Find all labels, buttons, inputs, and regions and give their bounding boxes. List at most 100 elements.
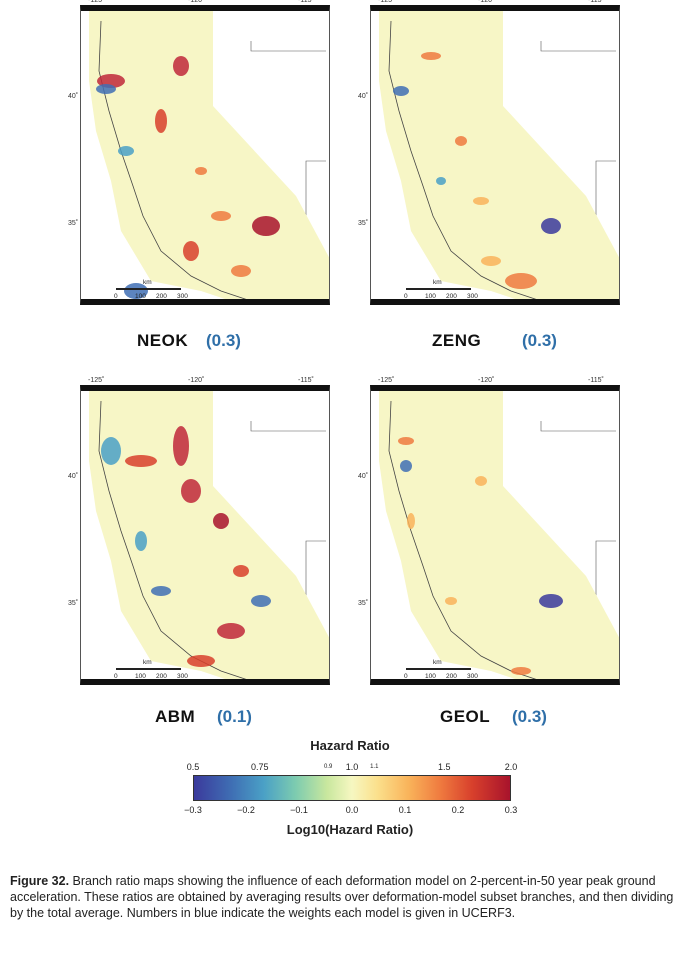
hazard-anomaly bbox=[398, 437, 414, 445]
scale-value: 200 bbox=[446, 293, 457, 300]
map-panel-geol: km 0 100 200 300 bbox=[370, 385, 620, 685]
california-map bbox=[379, 11, 619, 299]
hazard-anomaly bbox=[541, 218, 561, 234]
longitude-tick: -125˚ bbox=[378, 377, 395, 384]
colorbar-bottom-tick: −0.1 bbox=[290, 805, 308, 815]
latitude-tick: 40˚ bbox=[68, 93, 79, 100]
map-panel-neok: km 0 100 200 300 bbox=[80, 5, 330, 305]
longitude-tick: -115˚ bbox=[298, 0, 314, 4]
hazard-anomaly bbox=[455, 136, 467, 146]
colorbar-bottom-tick: 0.3 bbox=[504, 805, 518, 815]
california-map bbox=[89, 391, 329, 679]
hazard-anomaly bbox=[407, 513, 415, 529]
scale-unit: km bbox=[143, 659, 152, 666]
hazard-anomaly bbox=[481, 256, 501, 266]
hazard-anomaly bbox=[539, 594, 563, 608]
latitude-tick: 35˚ bbox=[68, 220, 79, 227]
hazard-anomaly bbox=[393, 86, 409, 96]
map-panel-abm: km 0 100 200 300 bbox=[80, 385, 330, 685]
latitude-tick: 40˚ bbox=[68, 473, 79, 480]
hazard-anomaly bbox=[473, 197, 489, 205]
longitude-tick: -125˚ bbox=[88, 0, 105, 4]
hazard-anomaly bbox=[96, 84, 116, 94]
panel-model-weight: (0.3) bbox=[522, 331, 557, 350]
legend-title: Hazard Ratio bbox=[310, 738, 390, 753]
scale-value: 0 bbox=[404, 673, 408, 680]
hazard-anomaly bbox=[151, 586, 171, 596]
scale-value: 300 bbox=[467, 673, 478, 680]
latitude-tick: 35˚ bbox=[68, 600, 79, 607]
colorbar-top-tick: 2.0 bbox=[504, 762, 518, 772]
caption-text: Branch ratio maps showing the influence … bbox=[10, 874, 674, 920]
california-map bbox=[89, 11, 329, 299]
hazard-anomaly bbox=[155, 109, 167, 133]
hazard-region bbox=[89, 11, 329, 299]
scale-unit: km bbox=[433, 659, 442, 666]
scale-unit: km bbox=[433, 279, 442, 286]
scale-value: 200 bbox=[156, 293, 167, 300]
colorbar-bottom-tick: 0.0 bbox=[345, 805, 359, 815]
hazard-anomaly bbox=[252, 216, 280, 236]
latitude-tick: 40˚ bbox=[358, 473, 369, 480]
hazard-anomaly bbox=[135, 531, 147, 551]
hazard-anomaly bbox=[118, 146, 134, 156]
panel-model-name: GEOL bbox=[440, 707, 491, 726]
hazard-anomaly bbox=[173, 56, 189, 76]
scale-value: 300 bbox=[177, 673, 188, 680]
longitude-tick: -125˚ bbox=[88, 377, 105, 384]
panel-model-weight: (0.3) bbox=[206, 331, 241, 350]
scale-value: 100 bbox=[425, 673, 436, 680]
figure-label: Figure 32. bbox=[10, 874, 70, 888]
hazard-anomaly bbox=[505, 273, 537, 289]
panel-model-name: ABM bbox=[155, 707, 196, 726]
hazard-ratio-colorbar bbox=[193, 775, 511, 801]
hazard-anomaly bbox=[251, 595, 271, 607]
scale-value: 0 bbox=[114, 673, 118, 680]
hazard-anomaly bbox=[187, 655, 215, 667]
hazard-anomaly bbox=[421, 52, 441, 60]
scale-value: 0 bbox=[114, 293, 118, 300]
longitude-tick: -115˚ bbox=[298, 377, 314, 384]
colorbar-bottom-tick: −0.3 bbox=[184, 805, 202, 815]
colorbar-top-tick: 0.9 bbox=[323, 764, 333, 770]
panel-model-name: ZENG bbox=[432, 331, 482, 350]
hazard-anomaly bbox=[173, 426, 189, 466]
panel-model-weight: (0.3) bbox=[512, 707, 547, 726]
scale-value: 300 bbox=[177, 293, 188, 300]
neighbor-border bbox=[540, 421, 616, 621]
scale-unit: km bbox=[143, 279, 152, 286]
hazard-anomaly bbox=[475, 476, 487, 486]
scale-value: 100 bbox=[135, 673, 146, 680]
scale-value: 200 bbox=[156, 673, 167, 680]
panel-model-weight: (0.1) bbox=[217, 707, 252, 726]
colorbar-bottom-tick: 0.1 bbox=[398, 805, 412, 815]
hazard-anomaly bbox=[181, 479, 201, 503]
hazard-anomaly bbox=[213, 513, 229, 529]
colorbar-top-tick: 1.0 bbox=[345, 762, 359, 772]
longitude-tick: -120˚ bbox=[478, 0, 495, 4]
hazard-anomaly bbox=[445, 597, 457, 605]
coastline bbox=[388, 400, 537, 679]
hazard-anomaly bbox=[211, 211, 231, 221]
hazard-anomaly bbox=[400, 460, 412, 472]
colorbar-top-tick: 1.5 bbox=[437, 762, 451, 772]
neighbor-border bbox=[250, 41, 326, 241]
latitude-tick: 35˚ bbox=[358, 220, 369, 227]
california-map bbox=[379, 391, 619, 679]
longitude-tick: -120˚ bbox=[478, 377, 495, 384]
scale-value: 300 bbox=[467, 293, 478, 300]
hazard-anomaly bbox=[183, 241, 199, 261]
colorbar-top-tick: 0.75 bbox=[251, 762, 269, 772]
scale-value: 0 bbox=[404, 293, 408, 300]
hazard-anomaly bbox=[101, 437, 121, 465]
latitude-tick: 40˚ bbox=[358, 93, 369, 100]
longitude-tick: -125˚ bbox=[378, 0, 395, 4]
longitude-tick: -120˚ bbox=[188, 0, 205, 4]
hazard-region bbox=[89, 391, 329, 679]
hazard-anomaly bbox=[436, 177, 446, 185]
hazard-anomaly bbox=[231, 265, 251, 277]
hazard-anomaly bbox=[125, 455, 157, 467]
latitude-tick: 35˚ bbox=[358, 600, 369, 607]
colorbar-bottom-tick: −0.2 bbox=[237, 805, 255, 815]
hazard-anomaly bbox=[233, 565, 249, 577]
